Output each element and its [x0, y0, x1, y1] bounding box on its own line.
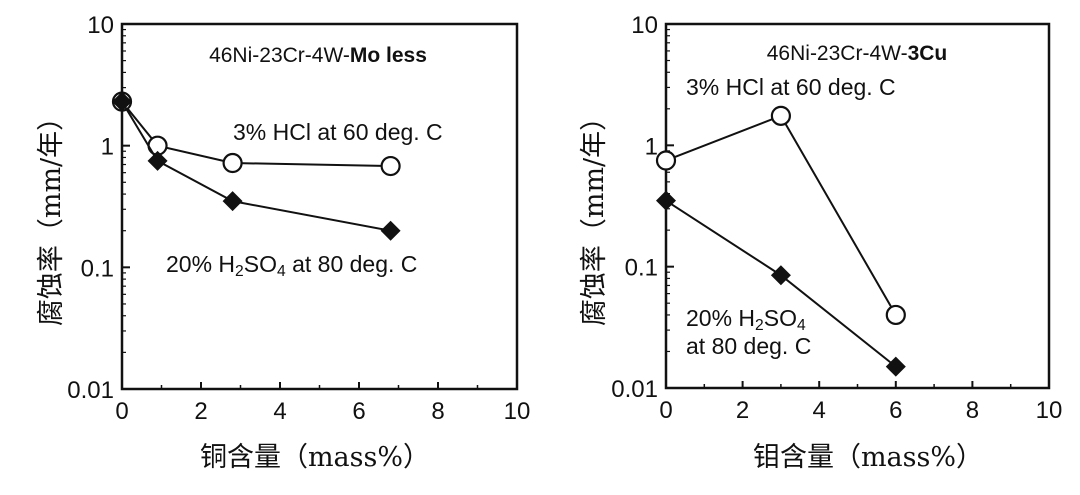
- y-tick-label: 0.1: [625, 255, 658, 282]
- label-part: 20% H: [166, 251, 235, 277]
- plot-frame: [120, 22, 519, 391]
- y-tick-label: 0.1: [81, 255, 114, 282]
- subscript: 4: [277, 263, 286, 280]
- y-tick-label: 1: [645, 133, 658, 160]
- x-tick-label: 6: [352, 398, 365, 425]
- series-label: 20% H2SO4 at 80 deg. C: [166, 251, 417, 280]
- hcl-data-point: [655, 150, 677, 171]
- y-tick-label: 0.01: [611, 376, 658, 403]
- x-tick-label: 10: [1036, 397, 1063, 424]
- h2so4-data-point: [885, 356, 906, 377]
- label-part: 20% H: [686, 305, 755, 331]
- y-axis-title: 腐蚀率（mm/年）: [579, 104, 610, 326]
- hcl-data-point: [885, 304, 906, 326]
- x-tick-label: 6: [889, 397, 902, 424]
- hcl-data-point: [222, 152, 243, 174]
- x-axis-title: 铜含量（mass%）: [200, 442, 430, 473]
- h2so4-data-point: [770, 265, 791, 286]
- label-part: 3% HCl at 60 deg. C: [233, 119, 443, 145]
- h2so4-data-point: [380, 220, 401, 241]
- x-tick-label: 8: [431, 398, 444, 425]
- subscript: 2: [235, 263, 244, 280]
- label-part: 3Cu: [908, 42, 948, 65]
- series-label: 3% HCl at 60 deg. C: [233, 119, 443, 145]
- x-tick-label: 4: [813, 397, 826, 424]
- x-tick-label: 2: [736, 397, 749, 424]
- hcl-series-line: [121, 101, 391, 168]
- h2so4-data-point: [222, 191, 243, 212]
- series-label: at 80 deg. C: [686, 333, 811, 359]
- y-axis-title: 腐蚀率（mm/年）: [36, 104, 67, 326]
- label-part: at 80 deg. C: [686, 333, 811, 359]
- label-part: SO: [764, 305, 797, 331]
- label-part: 3% HCl at 60 deg. C: [686, 74, 896, 100]
- x-tick-label: 10: [504, 398, 531, 425]
- h2so4-data-point: [656, 190, 676, 211]
- h2so4-data-point: [147, 150, 168, 171]
- panel-title: 46Ni-23Cr-4W-Mo less: [209, 44, 427, 67]
- panel-title: 46Ni-23Cr-4W-3Cu: [767, 42, 948, 65]
- x-axis-title: 钼含量（mass%）: [753, 442, 983, 473]
- label-part: 46Ni-23Cr-4W-: [209, 44, 350, 67]
- series-label: 3% HCl at 60 deg. C: [686, 74, 896, 100]
- chart-molybdenum-content: 0 2 4 6 8 10 0.01 0.1 1 10 46Ni-23Cr-4W-3Cu 3% HCl …: [579, 12, 1062, 473]
- y-tick-label: 10: [631, 12, 658, 39]
- label-part: SO: [244, 251, 277, 277]
- subscript: 2: [755, 317, 764, 334]
- hcl-data-point: [770, 105, 792, 126]
- subscript: 4: [797, 317, 806, 334]
- chart-copy-content: 0 2 4 6 8 10 0.01 0.1 1 10 46Ni-23Cr-4W-Mo less 3% …: [36, 12, 530, 473]
- x-tick-label: 0: [659, 397, 672, 424]
- x-tick-label: 4: [273, 398, 286, 425]
- y-tick-label: 0.01: [67, 377, 114, 404]
- x-tick-label: 2: [194, 398, 207, 425]
- x-tick-label: 8: [966, 397, 979, 424]
- label-part: Mo less: [350, 44, 427, 67]
- label-part: 46Ni-23Cr-4W-: [767, 42, 908, 65]
- hcl-data-point: [380, 155, 401, 177]
- h2so4-data-point: [112, 91, 132, 112]
- y-tick-label: 10: [87, 12, 114, 39]
- label-part: at 80 deg. C: [286, 251, 418, 277]
- h2so4-series-line: [121, 101, 391, 232]
- series-label: 20% H2SO4: [686, 305, 806, 334]
- y-tick-label: 1: [101, 134, 114, 161]
- x-tick-label: 0: [115, 398, 128, 425]
